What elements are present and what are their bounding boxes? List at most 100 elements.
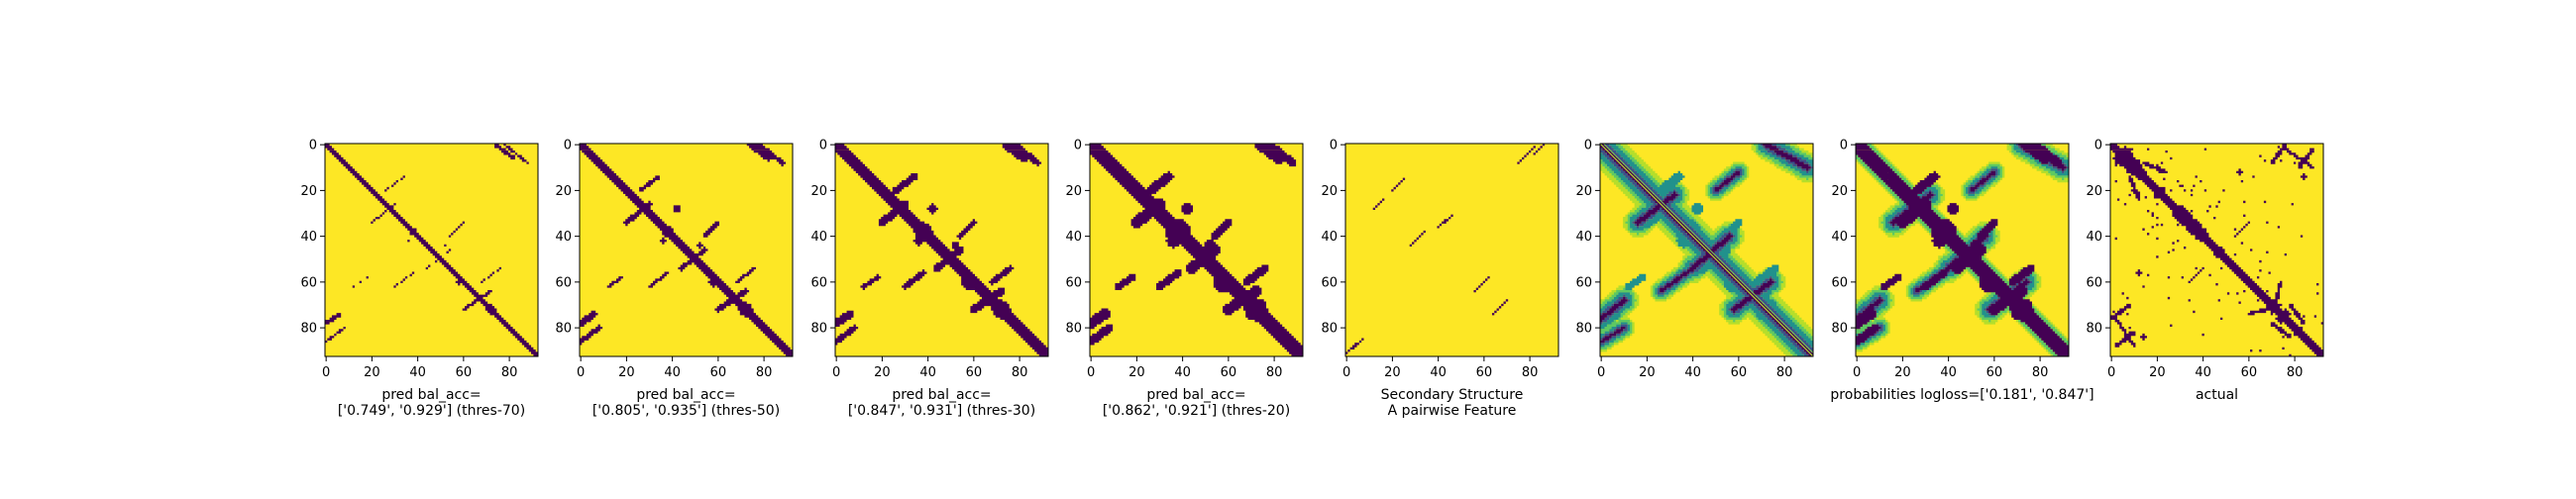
y-tick-label: 60	[1831, 275, 1848, 290]
axes-frame	[1344, 143, 1559, 357]
x-tick-label: 20	[1384, 365, 1401, 380]
x-tick-label: 0	[577, 365, 585, 380]
y-tick-label: 20	[1065, 184, 1082, 199]
x-tick-label: 80	[1522, 365, 1539, 380]
heatmap-cells	[1856, 144, 2069, 356]
x-tick-label: 80	[2032, 365, 2049, 380]
axes-frame	[1855, 143, 2070, 357]
x-tick-label: 60	[1731, 365, 1748, 380]
x-tick-label: 20	[2149, 365, 2166, 380]
axes-frame	[1599, 143, 1814, 357]
y-tick-label: 40	[1065, 230, 1082, 245]
x-tick-label: 0	[1597, 365, 1605, 380]
y-tick-label: 40	[810, 230, 827, 245]
seam-line	[1603, 143, 1814, 353]
heatmap-cells	[1856, 144, 2069, 356]
y-tick-label: 80	[810, 322, 827, 337]
x-tick-label: 0	[1342, 365, 1350, 380]
y-tick-label: 80	[2086, 322, 2102, 337]
x-tick-label: 40	[1684, 365, 1701, 380]
heatmap-cells	[1600, 144, 1813, 356]
y-tick-label: 60	[1321, 275, 1338, 290]
x-tick-label: 40	[409, 365, 426, 380]
y-tick-label: 40	[1831, 230, 1848, 245]
x-tick-label: 0	[1087, 365, 1095, 380]
x-tick-label: 20	[1639, 365, 1656, 380]
x-tick-label: 0	[832, 365, 840, 380]
x-axis-label: ['0.847', '0.931'] (thres-30)	[848, 403, 1035, 419]
heatmap-cells	[325, 144, 538, 356]
y-tick-label: 20	[1831, 184, 1848, 199]
y-tick-label: 20	[1321, 184, 1338, 199]
x-axis-label: A pairwise Feature	[1388, 403, 1517, 419]
y-tick-label: 80	[300, 322, 317, 337]
y-tick-label: 80	[1575, 322, 1592, 337]
seam-line	[1599, 143, 1814, 357]
y-tick-label: 40	[1575, 230, 1592, 245]
axes-frame	[324, 143, 539, 357]
x-tick-label: 0	[1853, 365, 1861, 380]
y-tick-label: 60	[300, 275, 317, 290]
heatmap-panel-8: 0 20 40 60 80 0 20 40 60 80 actual	[2086, 139, 2324, 403]
y-tick-label: 0	[1584, 139, 1592, 153]
x-axis-label: Secondary Structure	[1381, 387, 1524, 403]
x-tick-label: 0	[2107, 365, 2115, 380]
heatmap-panel-1: 0 20 40 60 80 0 20 40 60 80 pred bal_acc=['0.749',…	[300, 139, 539, 419]
x-tick-label: 60	[710, 365, 727, 380]
y-tick-label: 40	[1321, 230, 1338, 245]
heatmap-cells	[2110, 144, 2323, 356]
y-tick-label: 0	[564, 139, 572, 153]
x-tick-label: 20	[874, 365, 891, 380]
y-tick-label: 0	[1840, 139, 1848, 153]
x-tick-label: 80	[501, 365, 518, 380]
y-tick-label: 80	[1065, 322, 1082, 337]
heatmap-panel-7: 0 20 40 60 80 0 20 40 60 80 probabilities logloss=…	[1830, 139, 2093, 403]
x-tick-label: 60	[966, 365, 983, 380]
x-tick-label: 20	[364, 365, 380, 380]
y-tick-label: 40	[2086, 230, 2102, 245]
x-tick-label: 80	[756, 365, 773, 380]
y-tick-label: 20	[1575, 184, 1592, 199]
x-axis-label: ['0.862', '0.921'] (thres-20)	[1103, 403, 1290, 419]
y-tick-label: 20	[300, 184, 317, 199]
x-axis-label: ['0.749', '0.929'] (thres-70)	[338, 403, 525, 419]
y-tick-label: 20	[555, 184, 572, 199]
x-tick-label: 80	[2287, 365, 2304, 380]
x-tick-label: 60	[2241, 365, 2258, 380]
y-tick-label: 40	[555, 230, 572, 245]
y-tick-label: 80	[555, 322, 572, 337]
x-tick-label: 80	[1012, 365, 1028, 380]
x-axis-label: actual	[2196, 387, 2238, 403]
y-tick-label: 0	[309, 139, 317, 153]
x-axis-label: pred bal_acc=	[1146, 387, 1245, 403]
axes-frame	[1089, 143, 1304, 357]
x-tick-label: 40	[664, 365, 681, 380]
x-tick-label: 60	[1986, 365, 2003, 380]
y-tick-label: 80	[1321, 322, 1338, 337]
y-tick-label: 0	[1330, 139, 1338, 153]
x-tick-label: 20	[1894, 365, 1911, 380]
y-tick-label: 0	[819, 139, 827, 153]
x-axis-label: probabilities logloss=['0.181', '0.847']	[1830, 387, 2093, 403]
y-tick-label: 0	[2094, 139, 2102, 153]
x-tick-label: 40	[1174, 365, 1191, 380]
y-tick-label: 20	[2086, 184, 2102, 199]
y-tick-label: 0	[1074, 139, 1082, 153]
y-tick-label: 60	[810, 275, 827, 290]
x-axis-label: ['0.805', '0.935'] (thres-50)	[592, 403, 780, 419]
heatmap-panel-3: 0 20 40 60 80 0 20 40 60 80 pred bal_acc=['0.847',…	[810, 139, 1049, 419]
x-tick-label: 80	[1776, 365, 1793, 380]
heatmap-cells	[1090, 144, 1303, 356]
y-tick-label: 60	[2086, 275, 2102, 290]
x-tick-label: 20	[1128, 365, 1145, 380]
heatmap-cells	[580, 144, 793, 356]
y-tick-label: 60	[1575, 275, 1592, 290]
x-axis-label: pred bal_acc=	[381, 387, 481, 403]
x-axis-label: pred bal_acc=	[892, 387, 991, 403]
y-tick-label: 80	[1831, 322, 1848, 337]
x-tick-label: 60	[456, 365, 473, 380]
x-tick-label: 40	[1430, 365, 1447, 380]
heatmap-cells	[835, 144, 1048, 356]
